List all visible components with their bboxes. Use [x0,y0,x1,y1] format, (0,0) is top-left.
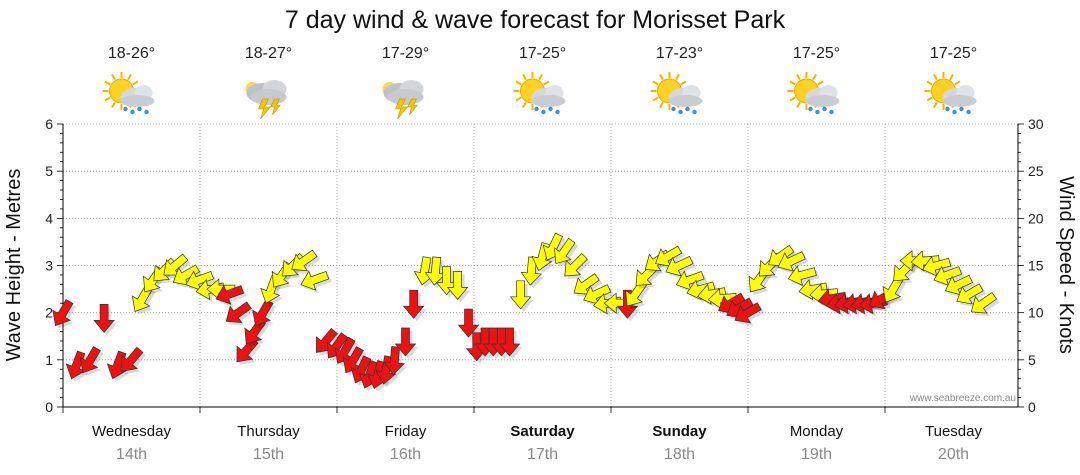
temperature-range: 17-25° [793,45,840,62]
day-monday: 17-25° Monday 19th [787,45,844,463]
wind-arrow [300,270,332,294]
wind-arrow [777,251,809,275]
wind-arrow [922,255,954,279]
wind-arrow [956,283,987,307]
wind-arrow [446,271,471,303]
y-left-tick-label: 2 [45,305,53,321]
y-right-tick-label: 0 [1028,399,1036,415]
day-thursday: 18-27° Thursday 15th [237,45,300,463]
y-right-tick-label: 25 [1028,163,1044,179]
y-left-tick-label: 6 [45,116,53,132]
day-date-label: 15th [253,446,284,463]
temperature-range: 17-23° [656,45,703,62]
partly-cloudy-showers-icon [650,72,703,115]
wind-arrow [52,298,76,329]
thunderstorm-icon [245,80,287,120]
y-left-tick-label: 5 [45,163,53,179]
day-date-label: 14th [116,446,147,463]
axes: 0 1 2 3 4 5 6 0 5 10 15 20 25 30 [45,116,1044,415]
day-name-label: Monday [790,423,844,440]
day-date-label: 20th [938,446,969,463]
wind-arrow [520,256,545,289]
wind-arrow [93,304,118,336]
y-right-tick-label: 20 [1028,210,1044,226]
thunderstorm-icon [382,80,424,120]
y-left-tick-label: 3 [45,258,53,274]
partly-cloudy-showers-icon [787,72,840,115]
day-name-label: Saturday [510,423,575,440]
chart-title: 7 day wind & wave forecast for Morisset … [285,6,786,34]
day-sunday: 17-23° Sunday 18th [650,45,707,463]
wind-arrow [225,301,255,326]
day-name-label: Tuesday [925,423,982,440]
day-saturday: 17-25° Saturday 17th [510,45,575,463]
y-right-tick-label: 5 [1028,352,1036,368]
wind-arrow [564,252,591,280]
wind-arrow [509,280,534,312]
y-right-axis-title: Wind Speed - Knots [1055,176,1077,354]
partly-cloudy-showers-icon [924,72,977,115]
day-headers: 18-26° Wednesday 14th 18-27° Thursday 15th 17-… [92,45,982,463]
y-right-tick-label: 30 [1028,116,1044,132]
day-name-label: Wednesday [92,423,171,440]
wind-arrow [402,289,427,322]
y-left-axis-title: Wave Height - Metres [3,169,25,362]
wind-arrow [291,249,321,274]
temperature-range: 18-26° [108,45,155,62]
wind-arrow [734,302,765,326]
temperature-range: 17-29° [382,45,429,62]
day-date-label: 18th [664,446,695,463]
wind-arrow [215,284,247,308]
day-name-label: Friday [385,423,427,440]
day-tuesday: 17-25° Tuesday 20th [924,45,982,463]
wind-arrow [554,237,579,267]
wind-arrow [665,255,696,279]
wind-arrow [121,346,146,375]
y-right-tick-label: 15 [1028,258,1044,274]
wind-arrow [498,327,523,359]
wind-arrow [970,291,1000,317]
wind-arrow [787,265,820,289]
wind-arrow [383,346,408,378]
wind-arrow [131,284,156,315]
day-name-label: Thursday [237,423,300,440]
day-name-label: Sunday [652,423,707,440]
y-left-tick-label: 0 [45,399,53,415]
watermark: www.seabreeze.com.au [909,393,1016,404]
wind-arrow [394,327,419,359]
partly-cloudy-showers-icon [102,72,155,115]
y-left-tick-label: 1 [45,352,53,368]
temperature-range: 17-25° [519,45,566,62]
wind-arrow [252,298,276,329]
temperature-range: 17-25° [930,45,977,62]
day-date-label: 17th [527,446,558,463]
partly-cloudy-showers-icon [513,72,566,115]
temperature-range: 18-27° [245,45,292,62]
wind-series [52,232,1000,392]
y-right-tick-label: 10 [1028,305,1044,321]
day-friday: 17-29° Friday 16th [382,45,429,463]
wind-arrow [79,346,104,376]
y-left-tick-label: 4 [45,210,53,226]
day-date-label: 19th [801,446,832,463]
day-date-label: 16th [390,446,421,463]
day-wednesday: 18-26° Wednesday 14th [92,45,171,463]
